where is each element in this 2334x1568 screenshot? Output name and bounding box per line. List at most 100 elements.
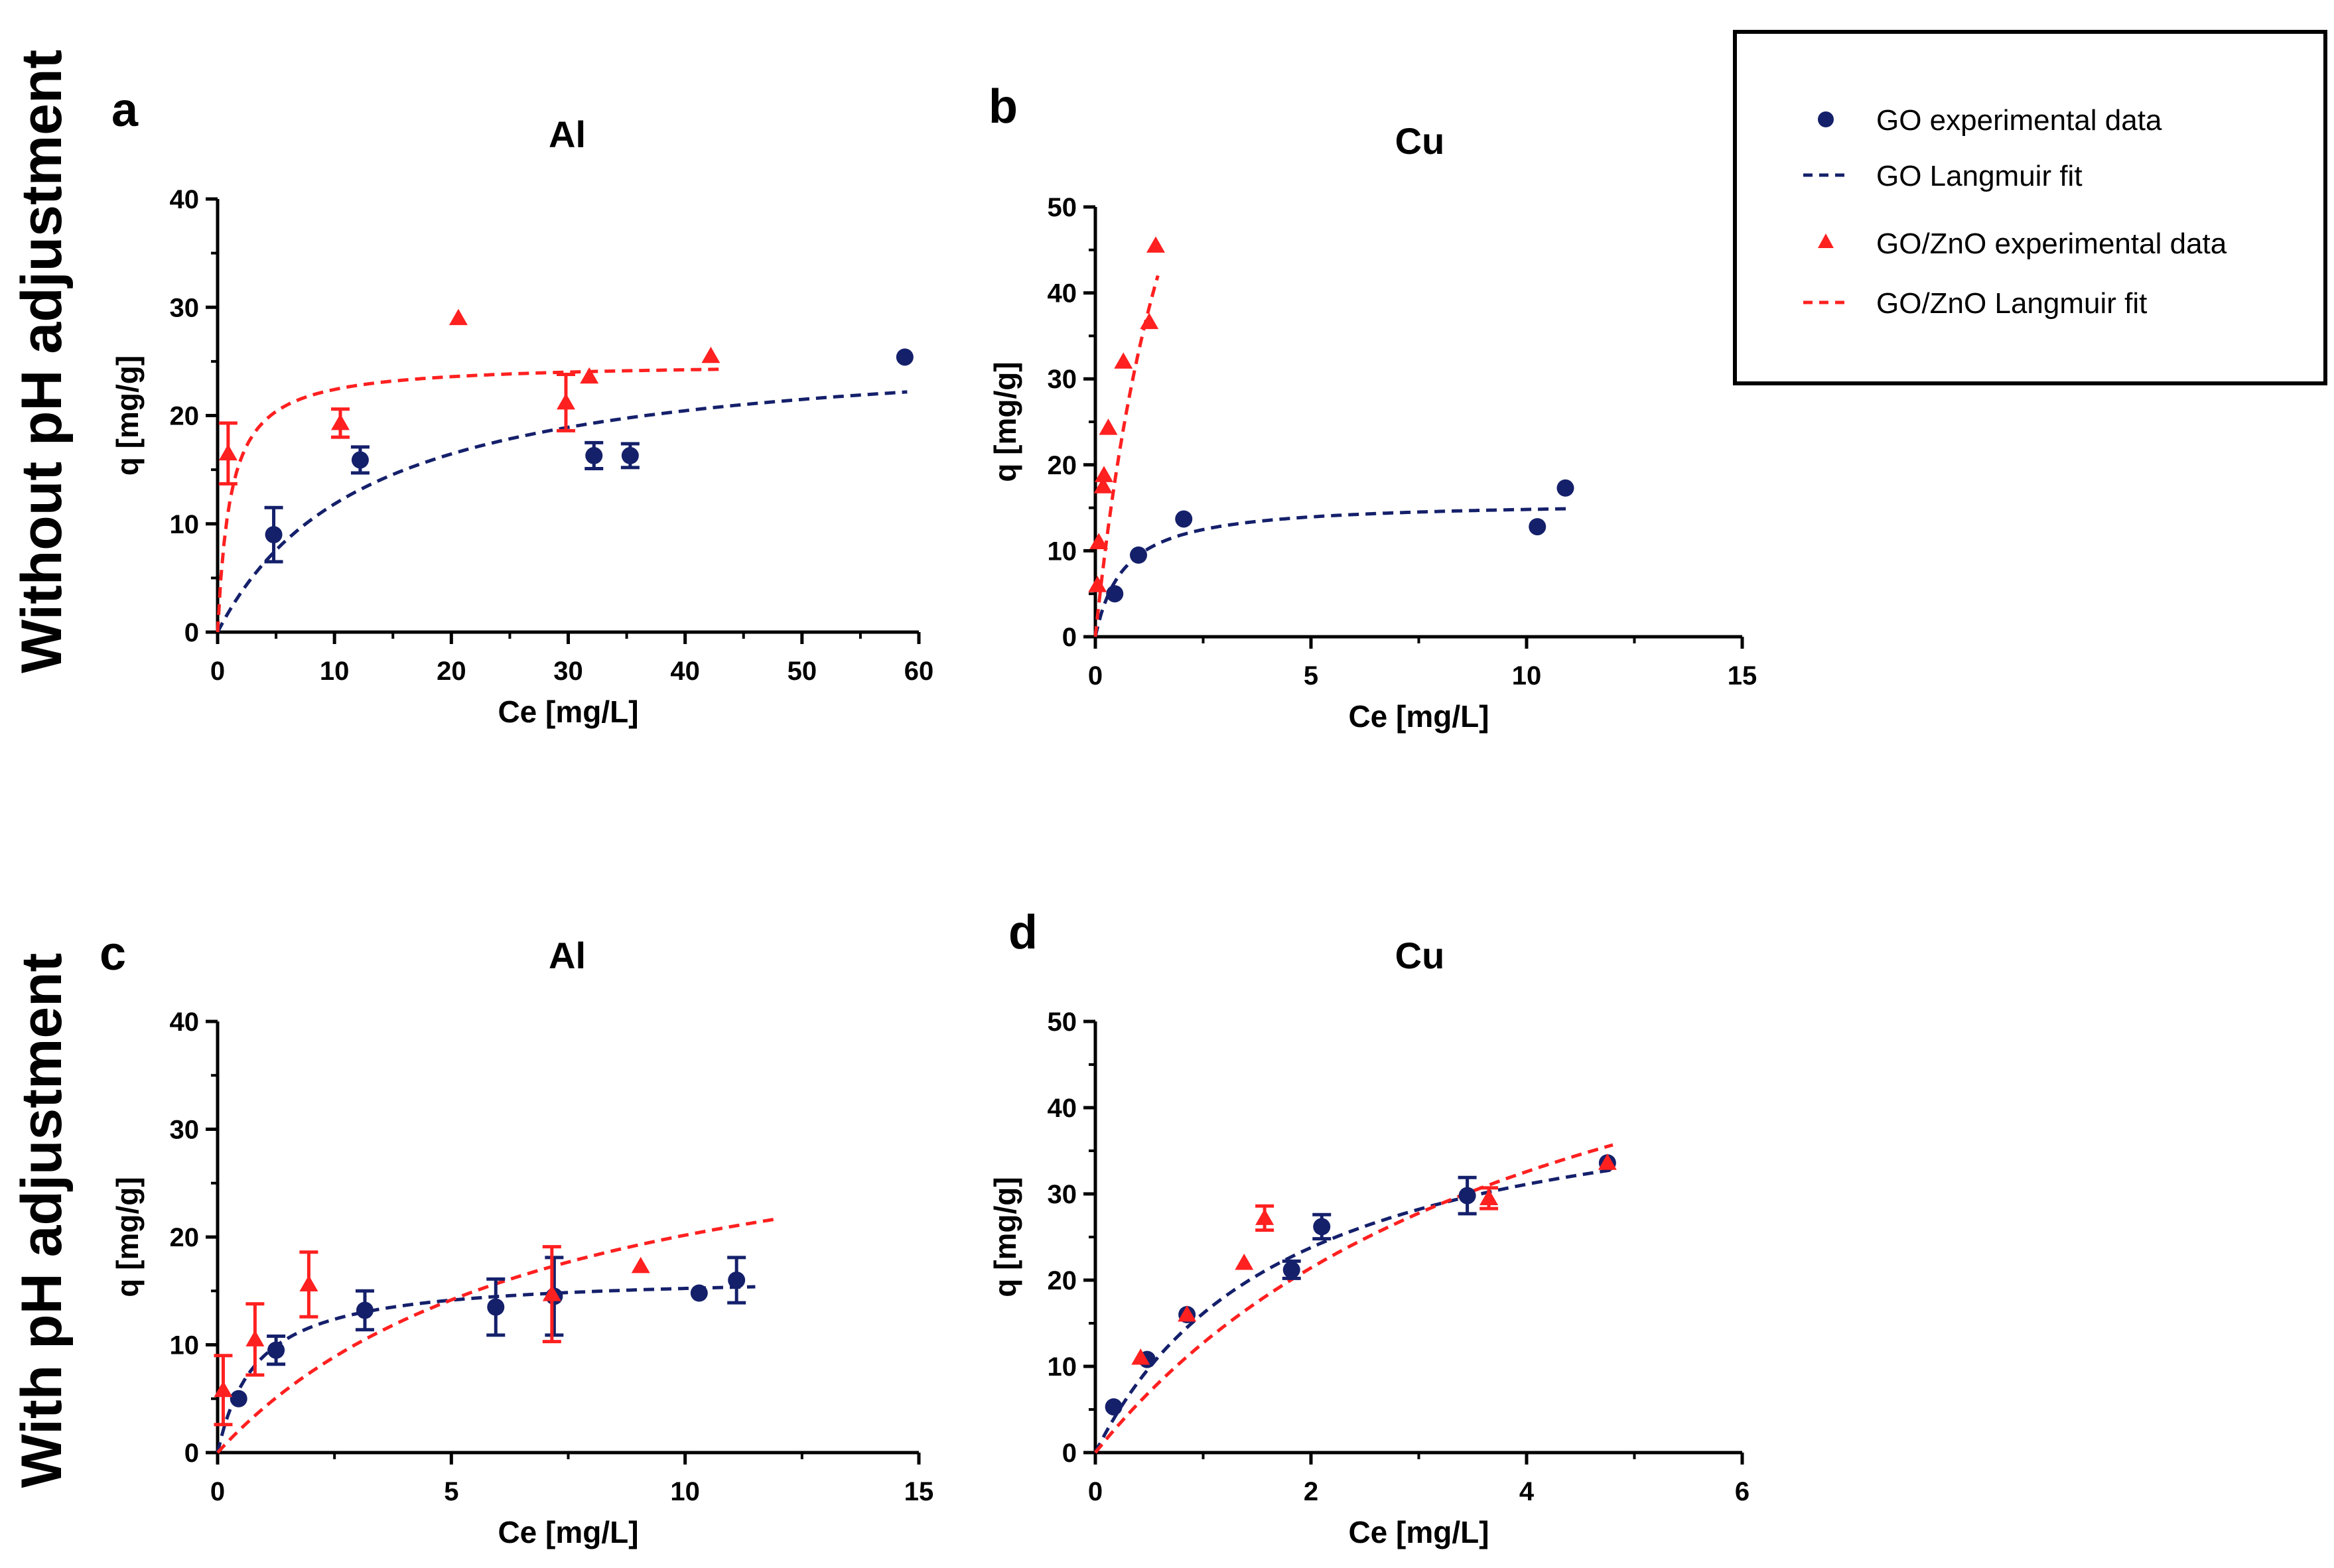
legend: GO experimental data GO Langmuir fit GO/… (1733, 30, 2327, 385)
y-tick-label: 20 (170, 1223, 200, 1252)
go-data-point (1106, 585, 1124, 603)
x-tick-label: 10 (320, 657, 350, 686)
x-tick-label: 20 (437, 657, 466, 686)
panel-letter: d (1008, 906, 1038, 959)
x-axis-label: Ce [mg/L] (498, 1515, 638, 1549)
gozno-data-point (1131, 1348, 1150, 1365)
legend-gozno-exp-marker (1818, 233, 1834, 248)
y-tick-label: 40 (170, 185, 200, 214)
legend-gozno-exp-label: GO/ZnO experimental data (1876, 228, 2227, 260)
x-tick-label: 6 (1735, 1477, 1750, 1506)
y-tick-label: 10 (1048, 1352, 1077, 1382)
y-tick-label: 30 (170, 293, 200, 322)
panel-letter: c (100, 927, 126, 980)
gozno-data-point (1255, 1209, 1274, 1225)
x-tick-label: 60 (904, 657, 934, 686)
panel-letter: b (989, 80, 1018, 133)
panel-letter: a (111, 84, 139, 137)
go-data-point (267, 1341, 285, 1359)
gozno-data-point (299, 1275, 318, 1291)
gozno-langmuir-fit-line (216, 1216, 780, 1454)
x-axis-label: Ce [mg/L] (498, 694, 638, 729)
gozno-data-point (542, 1285, 561, 1301)
x-axis-label: Ce [mg/L] (1348, 699, 1489, 734)
gozno-data-point (330, 413, 350, 430)
go-data-point (1556, 479, 1574, 497)
go-data-point (896, 348, 914, 366)
x-tick-label: 15 (904, 1477, 934, 1506)
y-tick-label: 40 (170, 1008, 200, 1037)
panel-b: b Cu 0 5 10 15 0 10 20 30 40 50 Ce [mg/L] q [mg/g] (988, 80, 1757, 734)
go-data-point (690, 1284, 708, 1302)
legend-frame (1733, 30, 2327, 385)
row-label-with-ph: With pH adjustment (10, 953, 74, 1488)
go-data-point (230, 1390, 247, 1407)
panel-d: d Cu 0 2 4 6 0 10 20 30 40 50 Ce [mg/L] q [mg/g] (988, 906, 1750, 1549)
gozno-data-point (1479, 1189, 1499, 1205)
legend-go-exp-label: GO experimental data (1876, 104, 2162, 137)
panel-title: Cu (1395, 935, 1445, 976)
x-tick-label: 2 (1304, 1477, 1318, 1506)
gozno-data-point (245, 1330, 265, 1346)
x-tick-label: 10 (670, 1477, 700, 1506)
gozno-data-point (1114, 352, 1133, 369)
x-tick-label: 15 (1728, 661, 1757, 690)
x-tick-label: 4 (1519, 1477, 1535, 1506)
go-langmuir-fit-line (1093, 1168, 1613, 1454)
gozno-data-point (1093, 477, 1113, 493)
go-langmuir-fit-line (216, 390, 908, 633)
x-axis-label: Ce [mg/L] (1348, 1515, 1489, 1549)
go-data-point (621, 446, 639, 464)
gozno-data-point (1095, 466, 1113, 482)
x-tick-label: 30 (553, 657, 583, 686)
x-tick-label: 40 (670, 657, 700, 686)
x-tick-label: 5 (1304, 661, 1318, 690)
go-data-point (1130, 546, 1147, 564)
go-data-point (487, 1298, 505, 1316)
y-tick-label: 0 (1062, 623, 1077, 652)
y-axis-label: q [mg/g] (988, 1177, 1022, 1297)
go-data-point (265, 526, 283, 544)
x-tick-label: 50 (788, 657, 817, 686)
gozno-data-point (556, 393, 575, 410)
y-tick-label: 0 (1062, 1439, 1077, 1468)
x-tick-label: 0 (210, 657, 225, 686)
gozno-langmuir-fit-line (1093, 275, 1160, 637)
y-tick-label: 0 (184, 1439, 199, 1468)
go-langmuir-fit-line (1093, 507, 1570, 637)
go-data-point (1313, 1218, 1331, 1236)
gozno-data-point (631, 1256, 650, 1274)
gozno-data-point (1178, 1305, 1197, 1322)
x-tick-label: 0 (1088, 1477, 1103, 1506)
y-tick-label: 10 (1048, 537, 1077, 566)
gozno-data-point (1598, 1153, 1617, 1170)
gozno-data-point (448, 308, 468, 326)
y-axis-label: q [mg/g] (110, 356, 145, 476)
panel-a: a Al 0 10 20 30 40 50 60 0 10 20 30 40 Ce [mg/L] q [mg/… (110, 84, 933, 729)
y-tick-label: 50 (1048, 1008, 1077, 1037)
panel-c: c Al 0 5 10 15 0 10 20 30 40 Ce [mg/L] q [mg/g] (100, 927, 933, 1549)
y-tick-label: 20 (1048, 451, 1077, 480)
x-tick-label: 10 (1512, 661, 1542, 690)
go-data-point (585, 446, 603, 464)
y-axis-label: q [mg/g] (988, 361, 1022, 482)
go-data-point (1282, 1261, 1300, 1279)
x-tick-label: 5 (444, 1477, 458, 1506)
panel-title: Al (549, 935, 586, 976)
panel-title: Al (549, 113, 586, 155)
legend-gozno-fit-label: GO/ZnO Langmuir fit (1876, 287, 2147, 320)
go-langmuir-fit-line (216, 1285, 756, 1453)
y-tick-label: 30 (1048, 1180, 1077, 1209)
panel-title: Cu (1395, 120, 1445, 162)
go-data-point (728, 1272, 746, 1289)
y-tick-label: 40 (1048, 279, 1077, 308)
y-axis-label: q [mg/g] (110, 1177, 145, 1297)
y-tick-label: 20 (1048, 1266, 1077, 1295)
go-data-point (1105, 1398, 1123, 1416)
legend-go-fit-label: GO Langmuir fit (1876, 160, 2083, 192)
legend-go-exp-marker (1818, 111, 1834, 127)
gozno-data-point (701, 346, 721, 363)
gozno-langmuir-fit-line (216, 367, 721, 633)
gozno-data-point (1099, 419, 1118, 435)
